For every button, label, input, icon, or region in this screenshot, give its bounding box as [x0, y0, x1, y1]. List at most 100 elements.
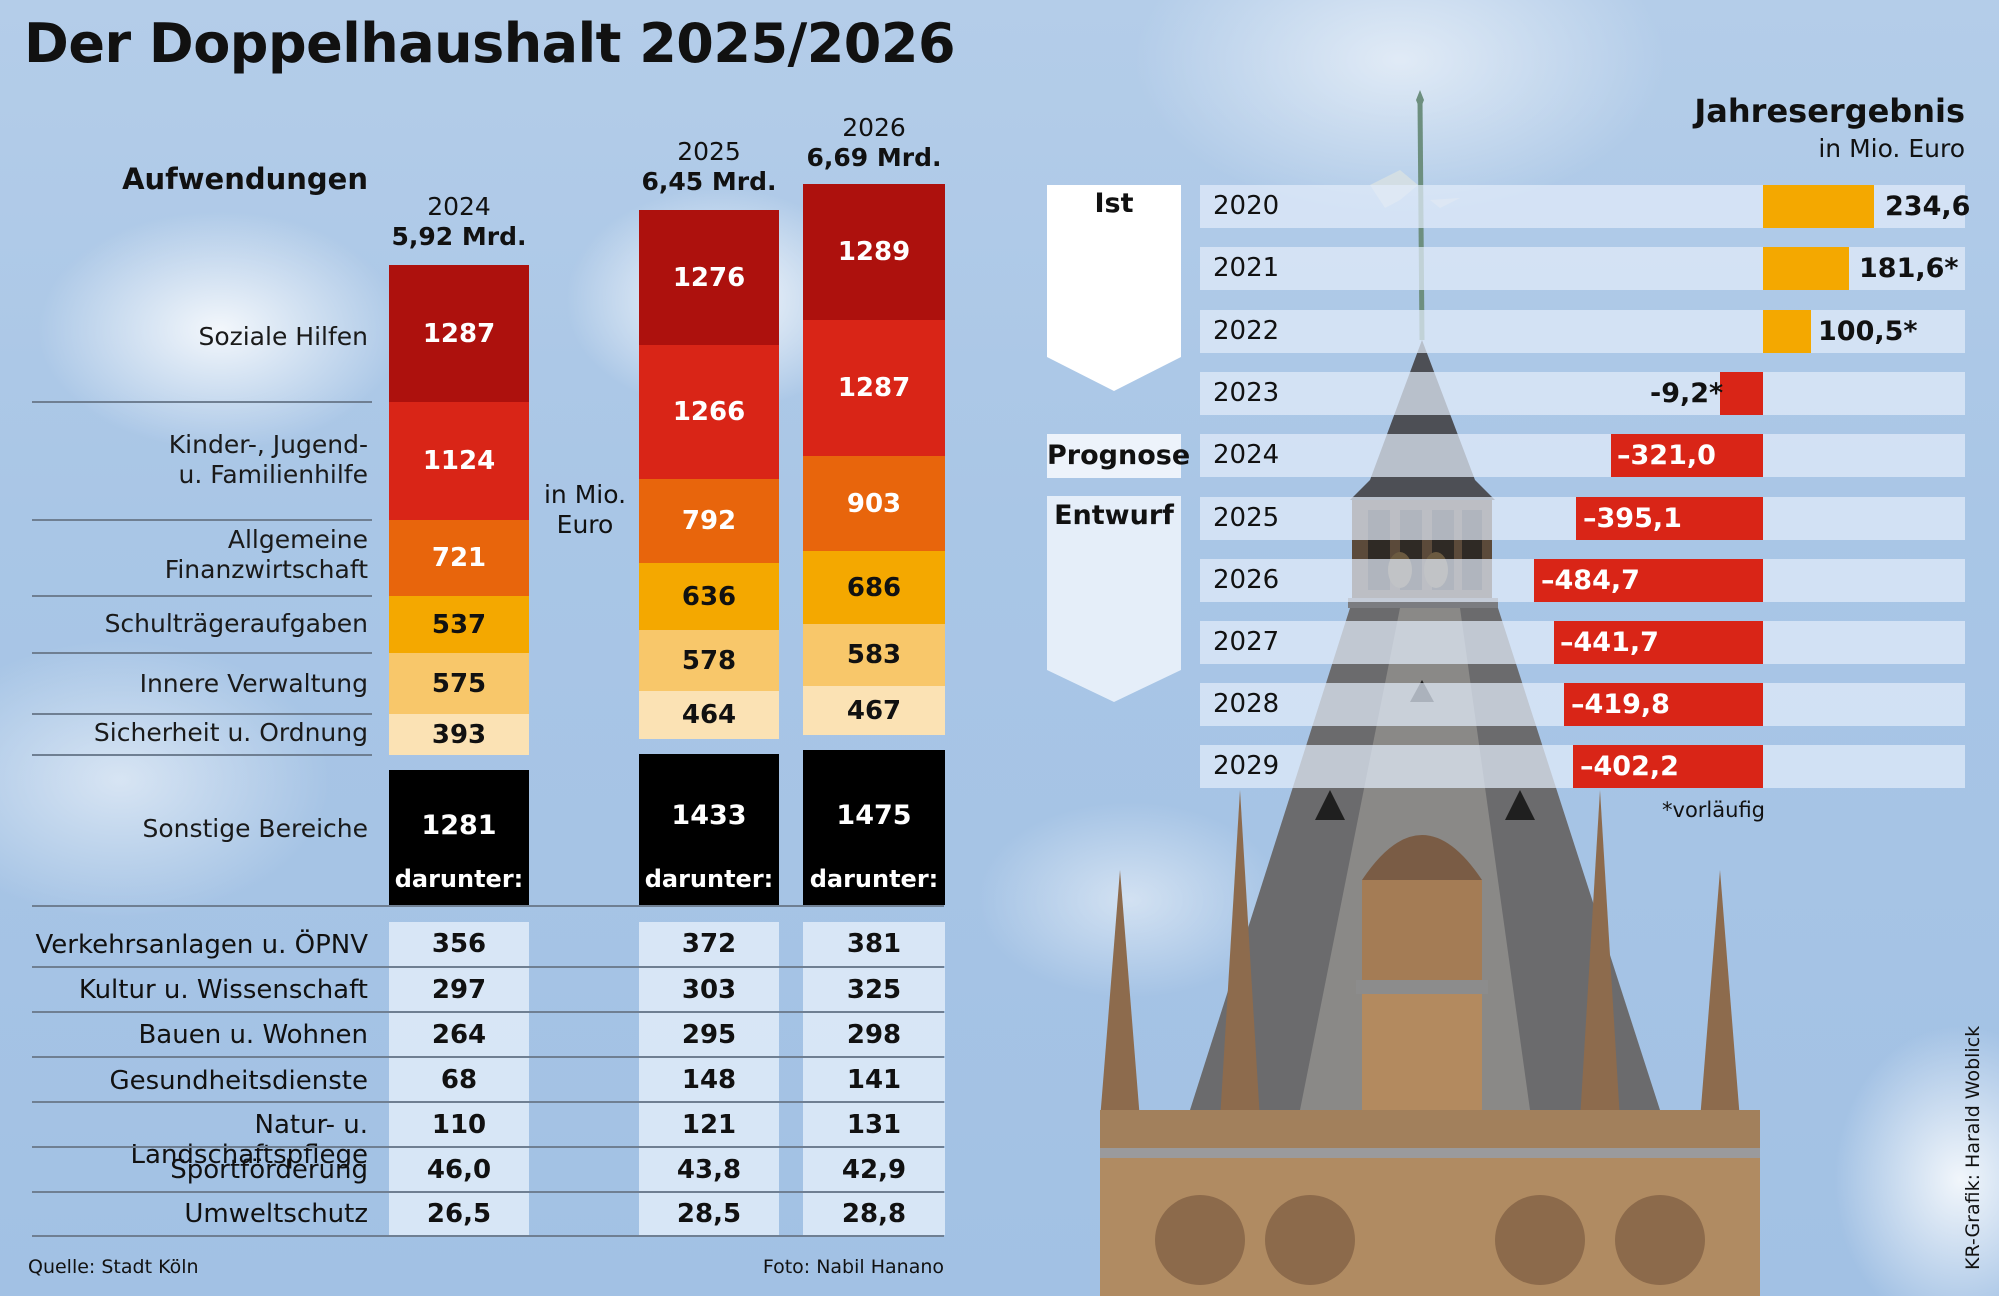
segment-soziale-hilfen: 1287	[389, 265, 529, 402]
phase-arrow-entwurf	[1047, 496, 1181, 702]
bar-negative	[1534, 559, 1763, 602]
segment-sicherheit: 467	[803, 686, 945, 735]
column-head-2025: 2025 6,45 Mrd.	[629, 137, 789, 197]
segment-value: 1475	[836, 800, 912, 831]
category-label-innere-verwaltung: Innere Verwaltung	[20, 669, 368, 699]
unit-line: in Mio.	[543, 480, 627, 509]
category-label-finanzwirtschaft: Allgemeine Finanzwirtschaft	[20, 525, 368, 585]
row-separator	[32, 1146, 944, 1148]
sub-cell: 298	[803, 1013, 945, 1056]
row-separator	[32, 401, 372, 403]
bar-value: –321,0	[1617, 440, 1716, 471]
annual-result-subtitle: in Mio. Euro	[1818, 134, 1965, 163]
row-separator	[32, 754, 372, 756]
sub-cell: 297	[389, 968, 529, 1011]
segment-sicherheit: 464	[639, 691, 779, 739]
category-label-sicherheit: Sicherheit u. Ordnung	[20, 718, 368, 748]
sub-cell: 42,9	[803, 1148, 945, 1191]
sub-cell: 141	[803, 1058, 945, 1101]
footnote: *vorläufig	[1662, 798, 1765, 822]
sub-cell: 68	[389, 1058, 529, 1101]
sub-cell: 43,8	[639, 1148, 779, 1191]
label-line: Finanzwirtschaft	[164, 555, 368, 584]
row-separator	[32, 905, 944, 907]
bar-value: 100,5*	[1818, 316, 1918, 347]
row-year: 2027	[1213, 627, 1280, 657]
row-separator	[32, 1011, 944, 1013]
bar-value: 181,6*	[1859, 253, 1959, 284]
row-separator	[32, 1056, 944, 1058]
row-year: 2028	[1213, 689, 1280, 719]
sub-cell: 303	[639, 968, 779, 1011]
sub-row-label: Kultur u. Wissenschaft	[78, 975, 368, 1005]
row-separator	[32, 1235, 944, 1237]
sub-row-label: Bauen u. Wohnen	[138, 1020, 368, 1050]
label-line: u. Familienhilfe	[178, 460, 368, 489]
row-year: 2024	[1213, 440, 1280, 470]
segment-finanzwirtschaft: 721	[389, 520, 529, 596]
row-separator	[32, 595, 372, 597]
segment-finanzwirtschaft: 792	[639, 479, 779, 563]
label-line: Sicherheit u. Ordnung	[93, 718, 368, 747]
category-label-sonstige: Sonstige Bereiche	[20, 814, 368, 844]
sub-cell: 264	[389, 1013, 529, 1056]
column-total: 6,69 Mrd.	[806, 143, 942, 172]
segment-schultraeger: 537	[389, 596, 529, 653]
row-band	[1200, 310, 1965, 353]
segment-value: 1433	[671, 800, 747, 831]
row-band	[1200, 434, 1965, 477]
segment-sonstige: 1433 darunter:	[639, 754, 779, 905]
row-year: 2025	[1213, 503, 1280, 533]
label-line: Sonstige Bereiche	[142, 814, 368, 843]
segment-sicherheit: 393	[389, 714, 529, 755]
row-year: 2020	[1213, 191, 1280, 221]
sub-row-label: Sportförderung	[170, 1155, 368, 1185]
source-note: Quelle: Stadt Köln	[28, 1256, 199, 1278]
page-title: Der Doppelhaushalt 2025/2026	[24, 12, 956, 75]
row-year: 2022	[1213, 316, 1280, 346]
sub-cell: 131	[803, 1103, 945, 1146]
sub-row-label: Natur- u. Landschaftspflege	[130, 1110, 368, 1170]
column-year: 2026	[842, 113, 906, 142]
row-band	[1200, 247, 1965, 290]
row-separator	[32, 519, 372, 521]
photo-credit: Foto: Nabil Hanano	[762, 1256, 944, 1278]
label-line: Allgemeine	[227, 525, 368, 554]
bar-positive	[1763, 185, 1874, 228]
sub-cell: 325	[803, 968, 945, 1011]
label-line: Schulträgeraufgaben	[104, 609, 368, 638]
segment-finanzwirtschaft: 903	[803, 456, 945, 551]
sub-cell: 356	[389, 922, 529, 966]
row-separator	[32, 966, 944, 968]
bar-value: –484,7	[1541, 565, 1640, 596]
label-line: Soziale Hilfen	[198, 322, 368, 351]
sub-cell: 148	[639, 1058, 779, 1101]
segment-sonstige: 1475 darunter:	[803, 750, 945, 905]
column-total: 5,92 Mrd.	[391, 222, 527, 251]
row-year: 2021	[1213, 253, 1280, 283]
sub-cell: 110	[389, 1103, 529, 1146]
bar-value: –441,7	[1560, 627, 1659, 658]
row-separator	[32, 1101, 944, 1103]
phase-box-prognose	[1047, 434, 1181, 478]
category-label-soziale-hilfen: Soziale Hilfen	[20, 322, 368, 352]
bar-positive	[1763, 310, 1811, 353]
row-year: 2023	[1213, 378, 1280, 408]
segment-kinder-jugend: 1124	[389, 402, 529, 520]
segment-schultraeger: 686	[803, 551, 945, 624]
segment-sonstige: 1281 darunter:	[389, 770, 529, 905]
bar-negative	[1554, 621, 1763, 664]
bar-negative	[1564, 683, 1763, 726]
unit-label: in Mio. Euro	[535, 480, 635, 540]
segment-soziale-hilfen: 1276	[639, 210, 779, 345]
bar-negative	[1573, 745, 1763, 788]
column-head-2024: 2024 5,92 Mrd.	[379, 192, 539, 252]
darunter-label: darunter:	[394, 865, 524, 893]
row-year: 2029	[1213, 751, 1280, 781]
sub-cell: 381	[803, 922, 945, 966]
unit-line: Euro	[556, 510, 614, 539]
segment-kinder-jugend: 1266	[639, 345, 779, 479]
bar-value: –402,2	[1580, 751, 1679, 782]
phase-label-entwurf: Entwurf	[1054, 500, 1174, 531]
sub-cell: 121	[639, 1103, 779, 1146]
